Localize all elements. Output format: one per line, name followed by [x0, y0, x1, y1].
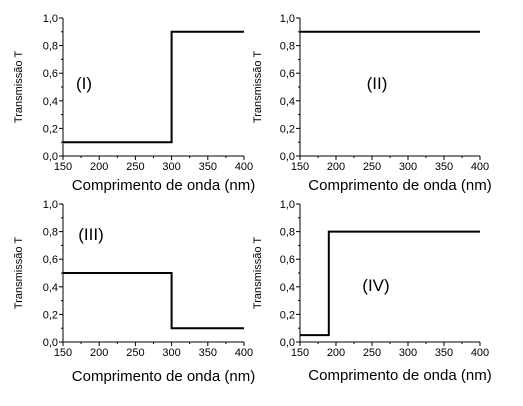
- y-tick-label: 0,6: [280, 254, 295, 266]
- panel-label: (I): [76, 74, 92, 93]
- y-tick-label: 0,2: [43, 309, 58, 321]
- y-tick-label: 0,8: [43, 41, 58, 53]
- x-axis-label: Comprimento de onda (nm): [72, 368, 255, 385]
- y-tick-label: 0,6: [43, 68, 58, 80]
- y-axis-label: Transmissão T: [252, 237, 264, 309]
- panel-4: 150 200 250 300 350 400 0,0 0,2 0,4 0,6 0,8 1,0 Comp…: [252, 199, 492, 384]
- panel-label: (IV): [362, 276, 389, 295]
- x-tick-label: 350: [435, 161, 453, 173]
- panel-label: (III): [78, 225, 104, 244]
- panel-1: 150 200 250 300 350 400 0,0 0,2 0,4 0,6 0,8 1,0 Comp…: [13, 13, 255, 194]
- x-tick-label: 150: [291, 347, 309, 359]
- x-tick-label: 250: [363, 161, 381, 173]
- y-tick-label: 0,0: [280, 337, 295, 349]
- x-tick-label: 400: [471, 161, 489, 173]
- y-tick-label: 0,6: [280, 68, 295, 80]
- x-tick-label: 200: [90, 347, 108, 359]
- y-tick-label: 0,2: [280, 309, 295, 321]
- panel-2: 150 200 250 300 350 400 0,0 0,2 0,4 0,6 0,8 1,0 Comp…: [252, 13, 492, 194]
- x-tick-label: 350: [199, 347, 217, 359]
- x-axis-label: Comprimento de onda (nm): [308, 177, 491, 194]
- x-tick-label: 250: [363, 347, 381, 359]
- y-tick-label: 0,4: [43, 282, 58, 294]
- y-tick-label: 0,6: [43, 254, 58, 266]
- y-tick-label: 0,0: [280, 151, 295, 163]
- x-tick-label: 300: [162, 347, 180, 359]
- y-tick-label: 0,8: [43, 227, 58, 239]
- y-axis-label: Transmissão T: [13, 51, 25, 123]
- x-tick-label: 250: [126, 347, 144, 359]
- y-tick-label: 0,8: [280, 41, 295, 53]
- y-tick-label: 0,8: [280, 227, 295, 239]
- x-tick-label: 400: [235, 347, 253, 359]
- transmission-line: [63, 272, 244, 330]
- x-tick-label: 400: [471, 347, 489, 359]
- y-axis-label: Transmissão T: [252, 51, 264, 123]
- x-tick-label: 350: [435, 347, 453, 359]
- y-tick-label: 0,4: [280, 96, 295, 108]
- x-tick-label: 150: [54, 161, 72, 173]
- y-tick-label: 0,0: [43, 151, 58, 163]
- y-tick-label: 0,2: [43, 123, 58, 135]
- x-tick-label: 150: [54, 347, 72, 359]
- x-tick-label: 400: [235, 161, 253, 173]
- y-tick-label: 1,0: [43, 199, 58, 211]
- y-tick-label: 1,0: [280, 13, 295, 25]
- y-tick-label: 1,0: [280, 199, 295, 211]
- y-tick-label: 0,2: [280, 123, 295, 135]
- x-tick-label: 200: [327, 161, 345, 173]
- transmission-line: [63, 30, 244, 144]
- x-axis-label: Comprimento de onda (nm): [72, 177, 255, 194]
- x-tick-label: 300: [162, 161, 180, 173]
- x-tick-label: 200: [327, 347, 345, 359]
- x-tick-label: 150: [291, 161, 309, 173]
- x-axis-label: Comprimento de onda (nm): [308, 367, 491, 384]
- x-tick-label: 200: [90, 161, 108, 173]
- y-tick-label: 1,0: [43, 13, 58, 25]
- x-tick-label: 300: [399, 161, 417, 173]
- y-axis-label: Transmissão T: [13, 237, 25, 309]
- y-tick-label: 0,4: [280, 282, 295, 294]
- y-tick-label: 0,0: [43, 337, 58, 349]
- panel-label: (II): [367, 74, 388, 93]
- x-tick-label: 300: [399, 347, 417, 359]
- transmission-line: [300, 230, 480, 337]
- panel-3: 150 200 250 300 350 400 0,0 0,2 0,4 0,6 0,8 1,0 Comp…: [13, 199, 255, 385]
- y-tick-label: 0,4: [43, 96, 58, 108]
- x-tick-label: 350: [199, 161, 217, 173]
- x-tick-label: 250: [126, 161, 144, 173]
